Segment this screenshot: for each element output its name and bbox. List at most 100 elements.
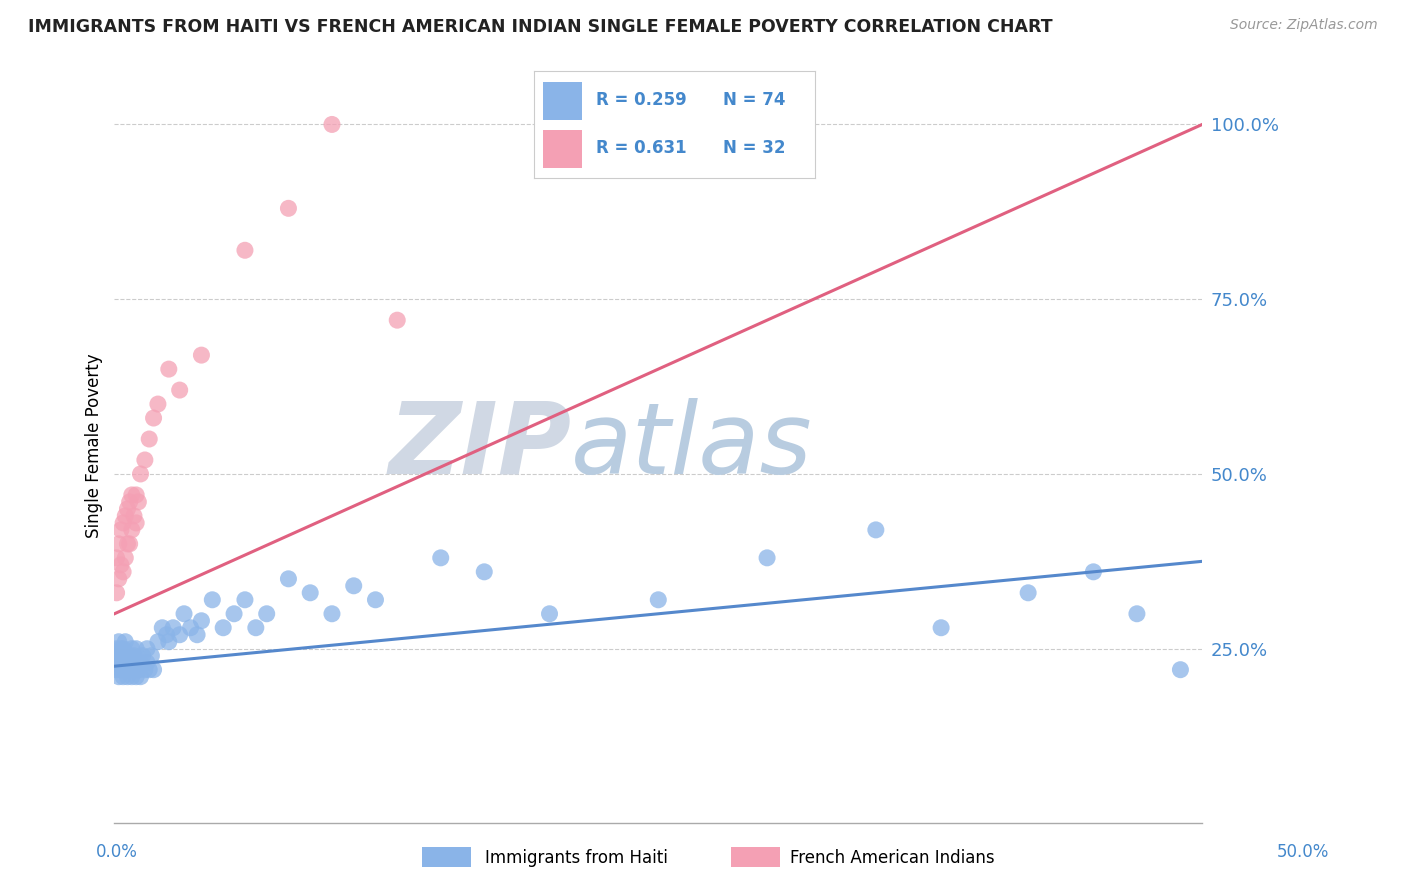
Point xyxy=(110,558,132,572)
Point xyxy=(117,648,139,663)
Point xyxy=(129,670,152,684)
Point xyxy=(125,516,148,530)
Point xyxy=(169,628,191,642)
Point xyxy=(118,656,141,670)
Point xyxy=(107,634,129,648)
Point xyxy=(125,656,148,670)
Point xyxy=(756,550,779,565)
Point xyxy=(1083,565,1105,579)
Point xyxy=(114,648,136,663)
Point xyxy=(136,656,159,670)
Point xyxy=(245,621,267,635)
Point xyxy=(110,656,132,670)
Point xyxy=(117,663,139,677)
Point xyxy=(1126,607,1149,621)
Point xyxy=(122,648,145,663)
Point xyxy=(121,488,143,502)
Text: French American Indians: French American Indians xyxy=(790,849,995,867)
Point xyxy=(112,663,135,677)
Point xyxy=(122,508,145,523)
Point xyxy=(136,641,159,656)
Point xyxy=(129,656,152,670)
Point xyxy=(538,607,561,621)
Point xyxy=(212,621,235,635)
Point xyxy=(1017,586,1039,600)
Point xyxy=(343,579,366,593)
Point xyxy=(127,663,149,677)
Text: N = 32: N = 32 xyxy=(723,139,785,157)
Point xyxy=(112,670,135,684)
Point xyxy=(107,648,129,663)
Point xyxy=(127,495,149,509)
Point xyxy=(321,607,343,621)
Text: N = 74: N = 74 xyxy=(723,91,785,109)
Point xyxy=(112,516,135,530)
Bar xyxy=(543,130,582,168)
Point xyxy=(105,550,128,565)
Point xyxy=(118,495,141,509)
Point xyxy=(114,550,136,565)
Point xyxy=(173,607,195,621)
Point xyxy=(142,663,165,677)
Text: R = 0.631: R = 0.631 xyxy=(596,139,686,157)
Point xyxy=(121,656,143,670)
Point xyxy=(134,663,156,677)
Point xyxy=(121,641,143,656)
Point xyxy=(125,488,148,502)
Text: ZIP: ZIP xyxy=(388,398,571,494)
Point xyxy=(277,572,299,586)
Text: Immigrants from Haiti: Immigrants from Haiti xyxy=(485,849,668,867)
Point xyxy=(157,634,180,648)
Point xyxy=(387,313,409,327)
Point xyxy=(1170,663,1192,677)
Point xyxy=(146,634,169,648)
Point xyxy=(222,607,245,621)
Bar xyxy=(543,82,582,120)
Point xyxy=(201,592,224,607)
Point xyxy=(233,592,256,607)
Point xyxy=(117,502,139,516)
Text: 50.0%: 50.0% xyxy=(1277,843,1329,861)
Point xyxy=(472,565,495,579)
Point xyxy=(114,656,136,670)
Point xyxy=(647,592,669,607)
Point xyxy=(114,508,136,523)
Point xyxy=(110,641,132,656)
Point xyxy=(141,648,163,663)
Point xyxy=(156,628,179,642)
Point xyxy=(190,614,212,628)
Point xyxy=(105,586,128,600)
Point xyxy=(138,432,160,446)
Point xyxy=(110,523,132,537)
Point xyxy=(112,656,135,670)
Point xyxy=(131,648,153,663)
Point xyxy=(321,118,343,132)
Point xyxy=(146,397,169,411)
Point xyxy=(110,648,132,663)
Point xyxy=(364,592,387,607)
Point xyxy=(122,663,145,677)
Point xyxy=(117,537,139,551)
Point xyxy=(299,586,322,600)
Y-axis label: Single Female Poverty: Single Female Poverty xyxy=(86,354,103,538)
Point xyxy=(186,628,208,642)
Point xyxy=(162,621,184,635)
Text: IMMIGRANTS FROM HAITI VS FRENCH AMERICAN INDIAN SINGLE FEMALE POVERTY CORRELATIO: IMMIGRANTS FROM HAITI VS FRENCH AMERICAN… xyxy=(28,18,1053,36)
Point xyxy=(118,537,141,551)
Point xyxy=(277,202,299,216)
Point xyxy=(117,670,139,684)
Point xyxy=(125,641,148,656)
Point xyxy=(105,663,128,677)
Point xyxy=(114,663,136,677)
Point xyxy=(865,523,887,537)
Point xyxy=(256,607,278,621)
Point xyxy=(180,621,202,635)
Text: 0.0%: 0.0% xyxy=(96,843,138,861)
Point xyxy=(118,648,141,663)
Point xyxy=(112,565,135,579)
Point xyxy=(105,641,128,656)
Point xyxy=(150,621,173,635)
Point xyxy=(429,550,451,565)
Point xyxy=(121,670,143,684)
Text: R = 0.259: R = 0.259 xyxy=(596,91,688,109)
